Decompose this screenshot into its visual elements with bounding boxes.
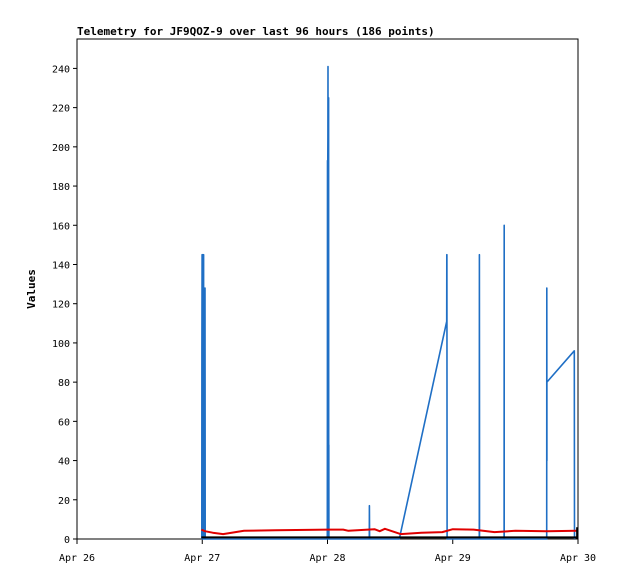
series-group [200, 65, 579, 540]
series-line-2 [200, 527, 578, 536]
y-tick-label: 120 [52, 300, 70, 311]
chart-title: Telemetry for JF9QOZ-9 over last 96 hour… [77, 25, 435, 38]
x-tick-label: Apr 29 [435, 553, 471, 564]
x-tick-label: Apr 28 [309, 553, 345, 564]
y-tick-label: 240 [52, 64, 70, 75]
y-axis-label: Values [25, 269, 38, 309]
x-axis: Apr 26 Apr 27 Apr 28 Apr 29 Apr 30 [59, 539, 596, 564]
y-tick-label: 220 [52, 104, 70, 115]
y-tick-label: 160 [52, 221, 70, 232]
y-axis: 0 20 40 60 80 100 120 140 160 180 200 220 240 [52, 64, 77, 546]
y-tick-label: 40 [58, 457, 70, 468]
x-tick-label: Apr 26 [59, 553, 95, 564]
y-tick-label: 20 [58, 496, 70, 507]
y-tick-label: 0 [64, 535, 70, 546]
x-tick-label: Apr 30 [560, 553, 596, 564]
y-tick-label: 180 [52, 182, 70, 193]
x-tick-label: Apr 27 [184, 553, 220, 564]
y-tick-label: 60 [58, 417, 70, 428]
y-tick-label: 140 [52, 260, 70, 271]
y-tick-label: 80 [58, 378, 70, 389]
y-tick-label: 100 [52, 339, 70, 350]
y-tick-label: 200 [52, 143, 70, 154]
